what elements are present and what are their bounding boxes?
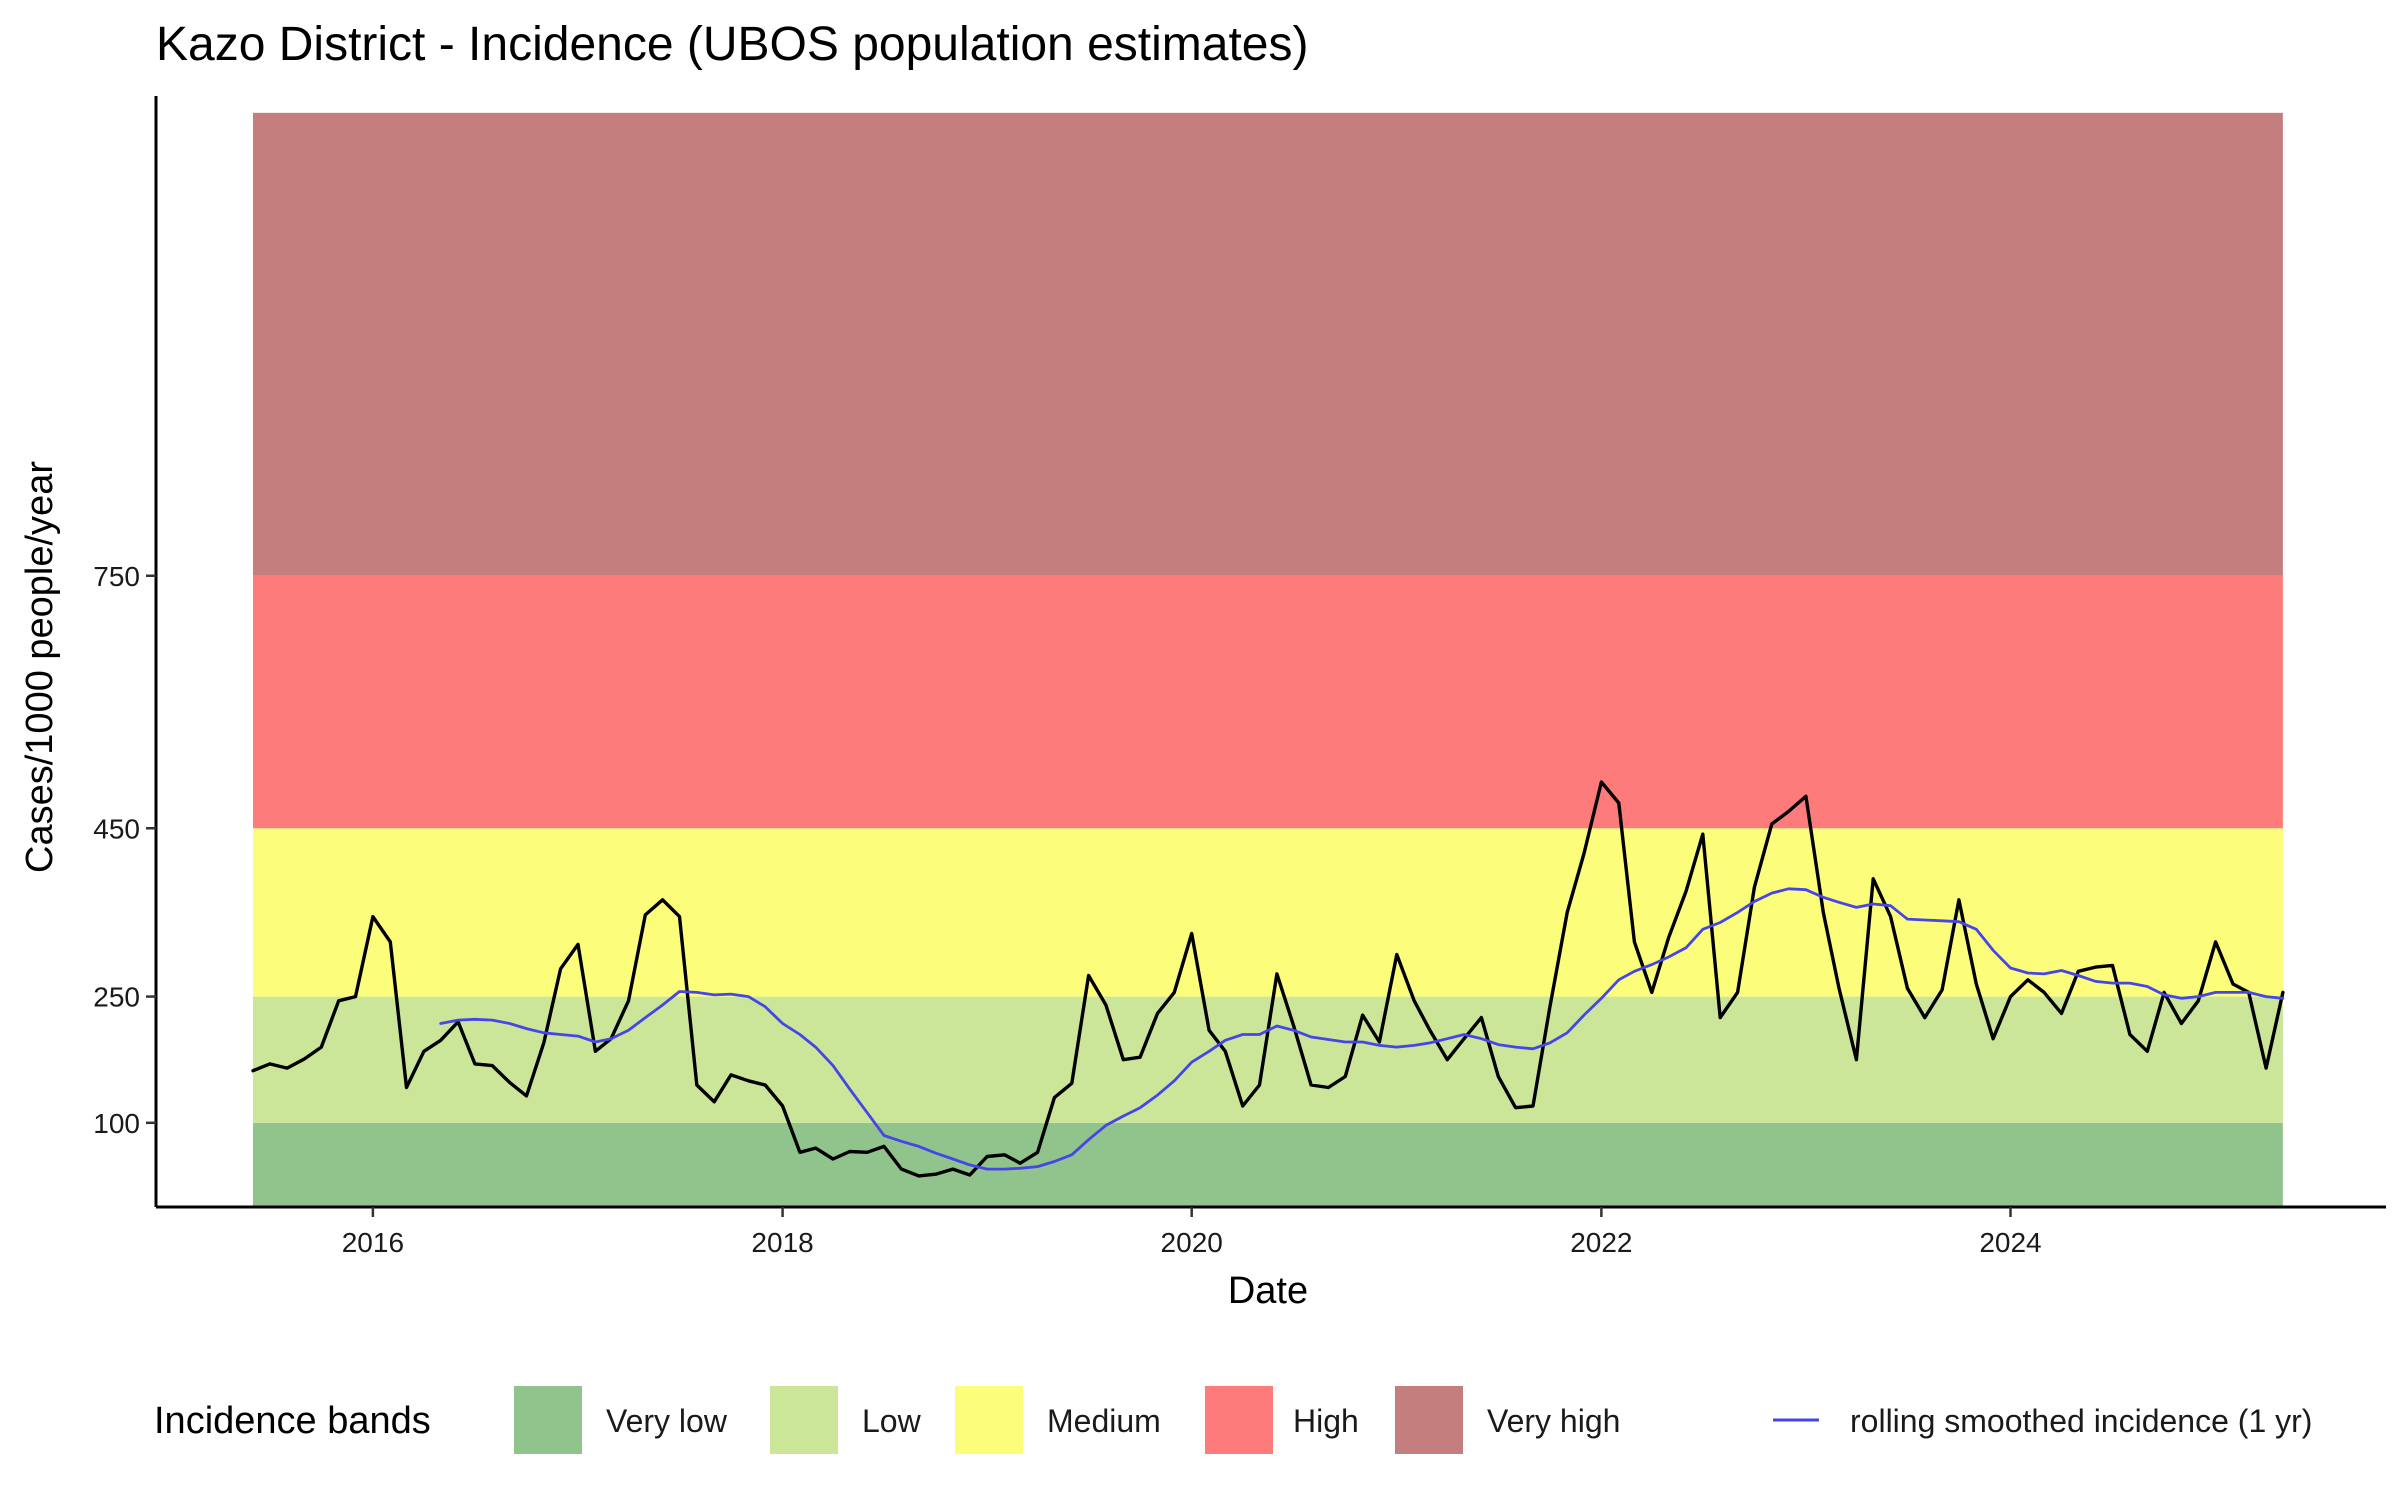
- y-tick-label: 250: [93, 982, 140, 1013]
- band-very-low: [252, 1122, 2283, 1207]
- band-medium: [252, 828, 2283, 997]
- legend-label-very-low: Very low: [606, 1403, 728, 1439]
- chart-title: Kazo District - Incidence (UBOS populati…: [156, 18, 1308, 71]
- band-low: [252, 996, 2283, 1123]
- y-tick-label: 450: [93, 813, 140, 844]
- legend-label-very-high: Very high: [1487, 1403, 1620, 1439]
- legend-key-high: [1205, 1386, 1273, 1454]
- legend-key-medium: [955, 1386, 1023, 1454]
- x-tick-label: 2022: [1570, 1227, 1632, 1258]
- y-tick-label: 750: [93, 561, 140, 592]
- series-lines: [251, 780, 2285, 1178]
- x-tick-label: 2024: [1979, 1227, 2041, 1258]
- legend-label-rolling-smoothed: rolling smoothed incidence (1 yr): [1850, 1403, 2312, 1439]
- legend-key-low: [770, 1386, 838, 1454]
- incidence-bands: [252, 112, 2283, 1207]
- x-tick-label: 2016: [342, 1227, 404, 1258]
- legend-title: Incidence bands: [154, 1400, 431, 1442]
- x-axis-label: Date: [1228, 1270, 1308, 1312]
- axes: 100 250 450 750 2016 2018 2020 2022 2024: [93, 96, 2386, 1258]
- legend-label-medium: Medium: [1047, 1403, 1161, 1439]
- legend-key-very-low: [514, 1386, 582, 1454]
- legend-label-low: Low: [862, 1403, 922, 1439]
- legend: Incidence bands Very low Low Medium High Very…: [154, 1386, 2312, 1454]
- y-axis-label: Cases/1000 people/year: [19, 461, 61, 873]
- rolling-smoothed-line: [439, 887, 2285, 1171]
- band-high: [252, 575, 2283, 829]
- y-tick-label: 100: [93, 1108, 140, 1139]
- legend-label-high: High: [1293, 1403, 1359, 1439]
- x-tick-label: 2018: [751, 1227, 813, 1258]
- legend-key-very-high: [1395, 1386, 1463, 1454]
- band-very-high: [252, 112, 2283, 576]
- x-tick-label: 2020: [1161, 1227, 1223, 1258]
